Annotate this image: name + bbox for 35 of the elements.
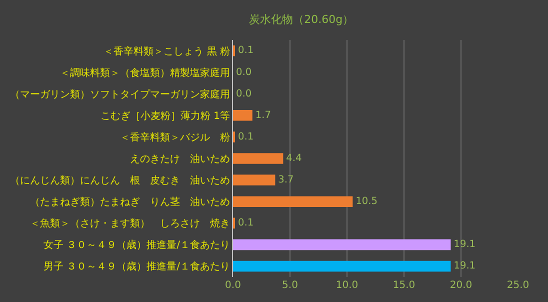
data-label: 1.7 (255, 110, 271, 121)
data-label: 19.1 (454, 260, 476, 272)
x-tick-label: 15.0 (392, 280, 416, 291)
y-tick-label: ＜香辛料類＞こしょう 黒 粉 (104, 45, 230, 58)
data-label: 3.7 (278, 174, 294, 186)
data-label: 0.0 (236, 88, 252, 100)
y-tick-label: 女子 ３０～４９（歳）推進量/１食あたり (43, 239, 230, 252)
y-tick-label: えのきたけ 油いため (130, 153, 230, 165)
y-tick-label: こむぎ［小麦粉］薄力粉 1等 (100, 110, 230, 122)
x-tick-label: 25.0 (506, 280, 530, 291)
y-tick-label: （にんじん類）にんじん 根 皮むき 油いため (10, 174, 230, 187)
y-tick-label: ＜香辛料類＞バジル 粉 (120, 131, 230, 144)
bar (233, 110, 252, 121)
bar (233, 260, 451, 272)
chart-title: 炭水化物（20.60g） (249, 12, 354, 26)
y-tick-label: （マーガリン類）ソフトタイプマーガリン家庭用 (10, 88, 230, 100)
bar (233, 153, 284, 164)
data-label: 19.1 (454, 239, 476, 250)
y-tick-label: ＜調味料類＞（食塩類）精製塩家庭用 (60, 66, 230, 79)
y-tick-label: 男子 ３０～４９（歳）推進量/１食あたり (43, 260, 230, 273)
data-label: 0.0 (236, 66, 252, 78)
y-tick-label: （たまねぎ類）たまねぎ りん茎 油いため (30, 196, 230, 208)
bar (233, 174, 276, 186)
x-tick-label: 10.0 (336, 280, 358, 291)
data-label: 10.5 (356, 196, 378, 208)
bar (233, 239, 451, 250)
data-label: 0.1 (238, 218, 254, 229)
data-label: 4.4 (286, 152, 302, 164)
bar (233, 196, 353, 207)
data-label: 0.1 (238, 45, 254, 56)
x-tick-label: 0.0 (225, 280, 241, 291)
x-tick-label: 5.0 (282, 280, 298, 291)
data-label: 0.1 (238, 131, 254, 142)
x-tick-label: 20.0 (450, 280, 472, 291)
y-tick-label: ＜魚類＞（さけ・ます類） しろさけ 焼き (30, 218, 230, 230)
